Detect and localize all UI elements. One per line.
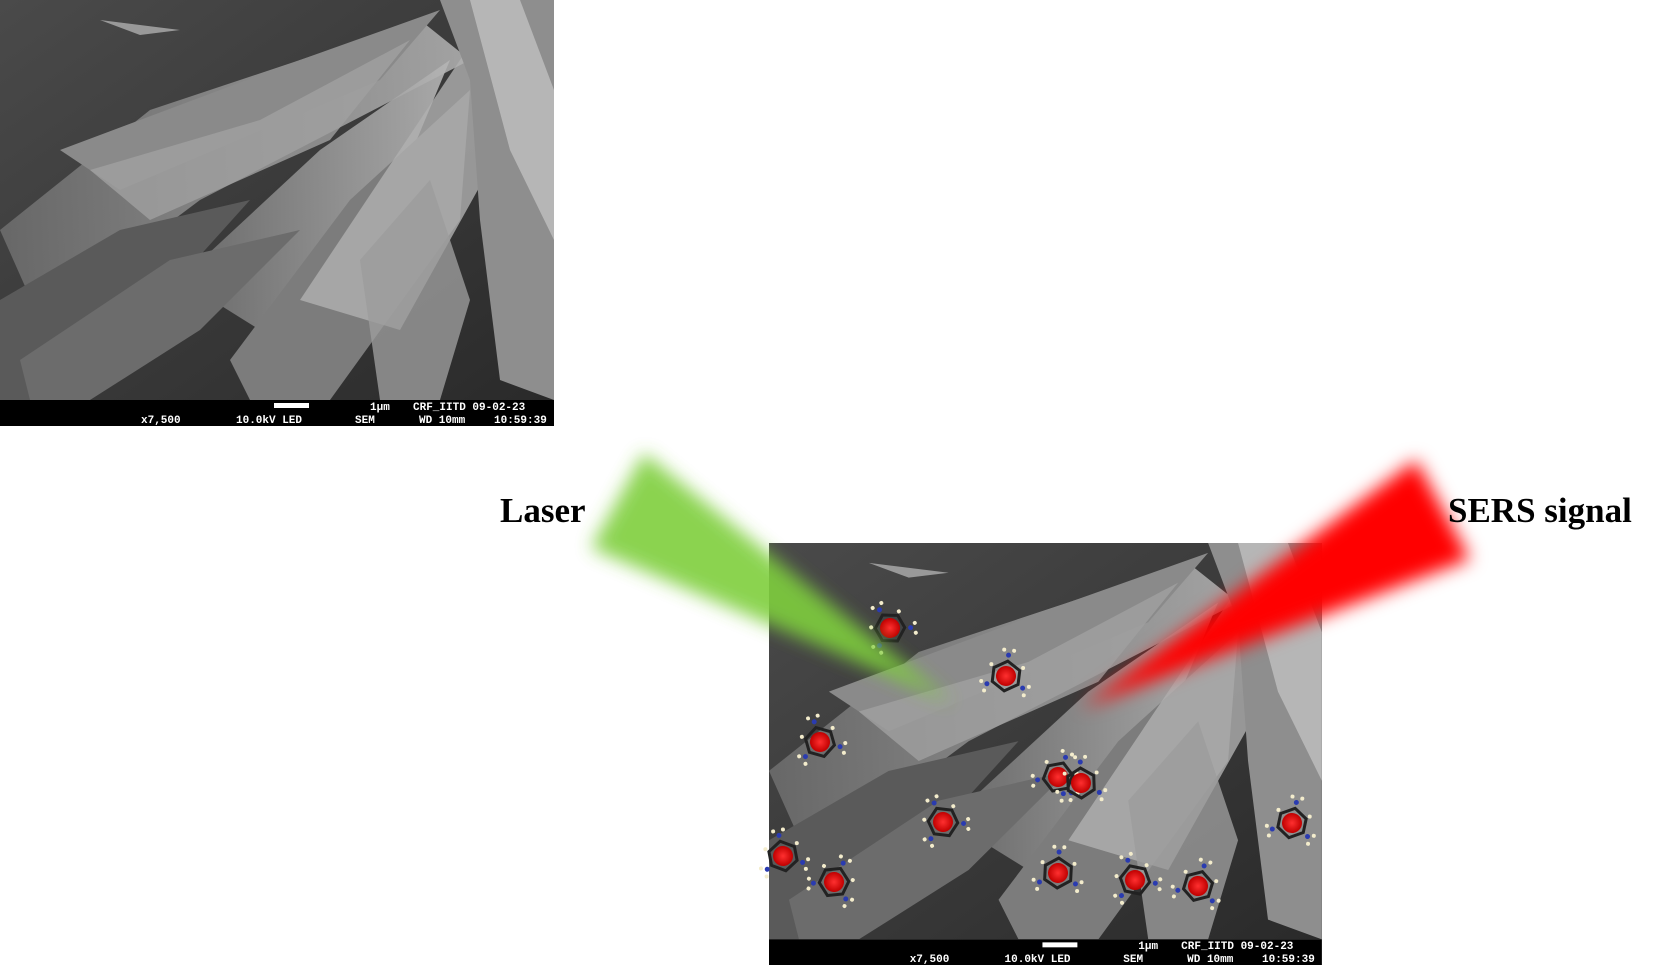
sem-info: SEM (355, 415, 375, 427)
sers-label: SERS signal (1448, 491, 1632, 530)
sem-info: 1μm (370, 402, 390, 414)
laser-beam (591, 453, 953, 703)
sem-info: 10.0kV LED (236, 415, 302, 427)
sem-info: x7,500 (910, 954, 950, 965)
laser-label: Laser (500, 491, 586, 530)
sem-info: WD 10mm (1187, 954, 1234, 965)
sem-image (0, 0, 554, 426)
sers-beam (1081, 460, 1470, 708)
sem-info: 10:59:39 (1262, 954, 1315, 965)
sem-info: CRF_IITD 09-02-23 (1181, 941, 1294, 953)
sem-info: x7,500 (141, 415, 181, 427)
sem-info: 10.0kV LED (1005, 954, 1071, 965)
sem-info: WD 10mm (419, 415, 466, 427)
sem-info: 10:59:39 (494, 415, 547, 427)
sem-info: SEM (1123, 954, 1143, 965)
sem-info: CRF_IITD 09-02-23 (413, 402, 526, 414)
sem-info: 1μm (1138, 941, 1158, 953)
